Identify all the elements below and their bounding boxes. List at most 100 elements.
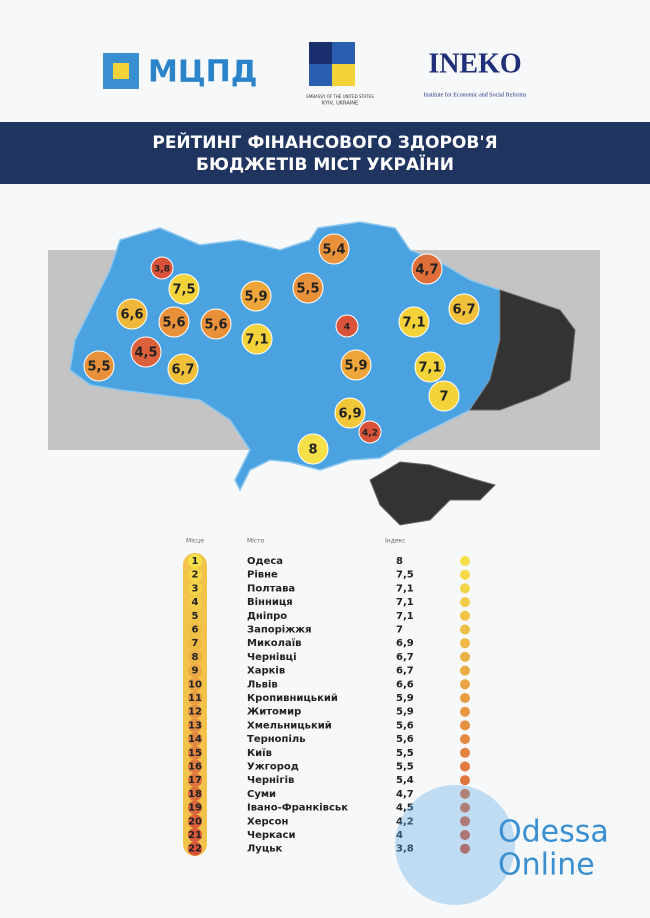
city-marker (158, 306, 190, 338)
index-dot (460, 830, 470, 840)
index: 6,6 (396, 679, 414, 690)
city: Дніпро (247, 611, 287, 622)
city: Львів (247, 679, 278, 690)
marker-label: 4 (344, 323, 350, 333)
embassy-city: KYIV, UKRAINE (322, 101, 358, 107)
marker-label: 5,9 (344, 359, 367, 374)
city: Полтава (247, 583, 295, 594)
index-dot (460, 597, 470, 608)
index-dot (460, 624, 470, 635)
city: Суми (247, 789, 276, 800)
city-marker (411, 253, 443, 285)
index-dot (460, 775, 470, 786)
city-marker (334, 397, 366, 429)
marker-label: 8 (308, 443, 317, 458)
index-dot (460, 802, 470, 813)
rank: 11 (188, 693, 202, 704)
index: 4,7 (396, 789, 414, 800)
index: 6,7 (396, 652, 414, 663)
city-marker (83, 350, 115, 382)
rank: 1 (192, 556, 199, 567)
index: 7,1 (396, 597, 414, 608)
occupied-east (469, 289, 576, 411)
city: Івано-Франківськ (247, 803, 348, 814)
rank-dot (188, 745, 202, 760)
city: Чернівці (247, 652, 297, 663)
marker-label: 6,9 (338, 407, 361, 422)
city-marker (340, 349, 372, 381)
marker-label: 4,7 (415, 263, 438, 278)
city: Вінниця (247, 597, 293, 608)
marker-label: 6,7 (452, 303, 475, 318)
city-marker (414, 351, 446, 383)
city: Рівне (247, 570, 278, 581)
city: Херсон (247, 816, 288, 827)
marker-label: 5,4 (322, 243, 345, 258)
city-marker (398, 306, 430, 338)
index: 6,9 (396, 638, 414, 649)
city-marker (448, 293, 480, 325)
logo-icon-inner (113, 63, 129, 79)
rank: 20 (188, 816, 202, 827)
rank-dot (188, 814, 202, 829)
marker-label: 5,9 (244, 290, 267, 305)
marker-label: 5,6 (204, 318, 227, 333)
marker-label: 7,1 (418, 361, 441, 376)
marker-label: 7,5 (172, 283, 195, 298)
city: Ужгород (247, 762, 299, 773)
city: Житомир (247, 707, 301, 718)
index-dot (460, 569, 470, 580)
index-dot (460, 706, 470, 717)
city-marker (240, 280, 272, 312)
index-dot (460, 638, 470, 649)
city: Хмельницький (247, 720, 332, 731)
rank: 16 (188, 762, 202, 773)
index: 6,7 (396, 666, 414, 677)
index-dot (460, 665, 470, 676)
rank-dot (188, 663, 202, 678)
index: 7 (396, 625, 403, 636)
rank: 14 (188, 734, 202, 745)
rank-dot (188, 691, 202, 705)
index: 5,5 (396, 748, 414, 759)
rank-dot (188, 841, 202, 856)
index-dot (460, 583, 470, 594)
index-dot (460, 788, 470, 799)
rank-dot (188, 567, 202, 582)
rank: 9 (192, 666, 199, 677)
table-header: Індекс (385, 538, 405, 545)
city: Луцьк (247, 844, 283, 855)
city-marker (358, 420, 382, 444)
flag-us (309, 42, 332, 64)
city-marker (241, 323, 273, 355)
marker-label: 5,5 (296, 282, 319, 297)
city: Миколаїв (247, 637, 301, 649)
index-dot (460, 734, 470, 745)
rank-dot (188, 554, 202, 568)
index: 5,4 (396, 775, 414, 786)
city: Запоріжжя (247, 625, 312, 636)
index-dot (460, 610, 470, 621)
marker-label: 5,5 (87, 360, 110, 375)
city-marker (130, 336, 162, 368)
rank: 12 (188, 707, 202, 718)
index: 8 (396, 556, 403, 567)
rank: 19 (188, 803, 202, 814)
marker-label: 4,2 (362, 429, 378, 439)
flag-ua (332, 64, 355, 86)
marker-label: 3,8 (154, 265, 170, 275)
index: 7,1 (396, 611, 414, 622)
logo-left: МЦПД (148, 55, 258, 90)
index: 4,5 (396, 803, 414, 814)
rank: 22 (188, 844, 202, 855)
index-dot (460, 843, 470, 854)
city-marker (335, 314, 359, 338)
index: 5,5 (396, 762, 414, 773)
watermark: Odessa (498, 815, 609, 850)
city-marker (168, 273, 200, 305)
logo-right: INEKO (428, 48, 521, 79)
rank: 5 (192, 611, 199, 622)
index-dot (460, 816, 470, 827)
rank-dot (188, 786, 202, 801)
